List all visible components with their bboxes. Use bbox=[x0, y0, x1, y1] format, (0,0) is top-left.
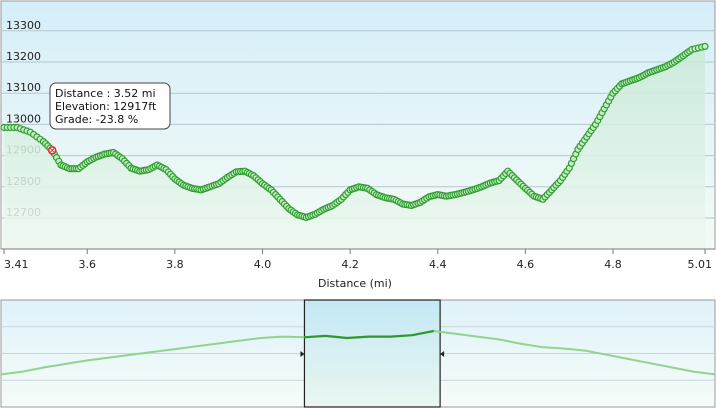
x-axis-title: Distance (mi) bbox=[318, 277, 392, 290]
x-tick-label: 4.8 bbox=[604, 258, 622, 271]
overview-selection-window[interactable] bbox=[303, 299, 441, 408]
y-tick-label: 13100 bbox=[6, 81, 41, 94]
tooltip-distance: Distance : 3.52 mi bbox=[55, 87, 156, 100]
highlight-cross bbox=[48, 146, 56, 154]
y-tick-label: 13000 bbox=[6, 112, 41, 125]
highlighted-point bbox=[47, 145, 57, 155]
x-tick-label: 3.41 bbox=[4, 258, 29, 271]
elevation-area bbox=[4, 46, 705, 250]
tooltip-grade: Grade: -23.8 % bbox=[55, 113, 138, 126]
elevation-markers bbox=[0, 42, 709, 221]
overview-selected-line bbox=[303, 329, 434, 340]
x-tick-label: 3.6 bbox=[78, 258, 96, 271]
x-tick-label: 4.2 bbox=[341, 258, 359, 271]
resize-handle-icon[interactable] bbox=[440, 351, 445, 357]
x-tick-label: 4.6 bbox=[517, 258, 535, 271]
x-axis-tick-labels: 3.41 3.6 3.8 4.0 4.2 4.4 4.6 4.8 5.01 bbox=[3, 249, 713, 271]
data-tooltip: Distance : 3.52 mi Elevation: 12917ft Gr… bbox=[49, 82, 171, 130]
overview-resize-handles[interactable] bbox=[300, 351, 445, 357]
x-tick-label: 5.01 bbox=[688, 258, 713, 271]
y-tick-label: 13200 bbox=[6, 50, 41, 63]
tooltip-box bbox=[49, 82, 171, 130]
y-tick-label: 13300 bbox=[6, 19, 41, 32]
x-tick-label: 4.4 bbox=[429, 258, 447, 271]
resize-handle-icon[interactable] bbox=[300, 351, 305, 357]
x-tick-label: 3.8 bbox=[166, 258, 184, 271]
tooltip-elevation: Elevation: 12917ft bbox=[55, 100, 157, 113]
x-tick-label: 4.0 bbox=[254, 258, 272, 271]
data-point bbox=[701, 42, 709, 51]
